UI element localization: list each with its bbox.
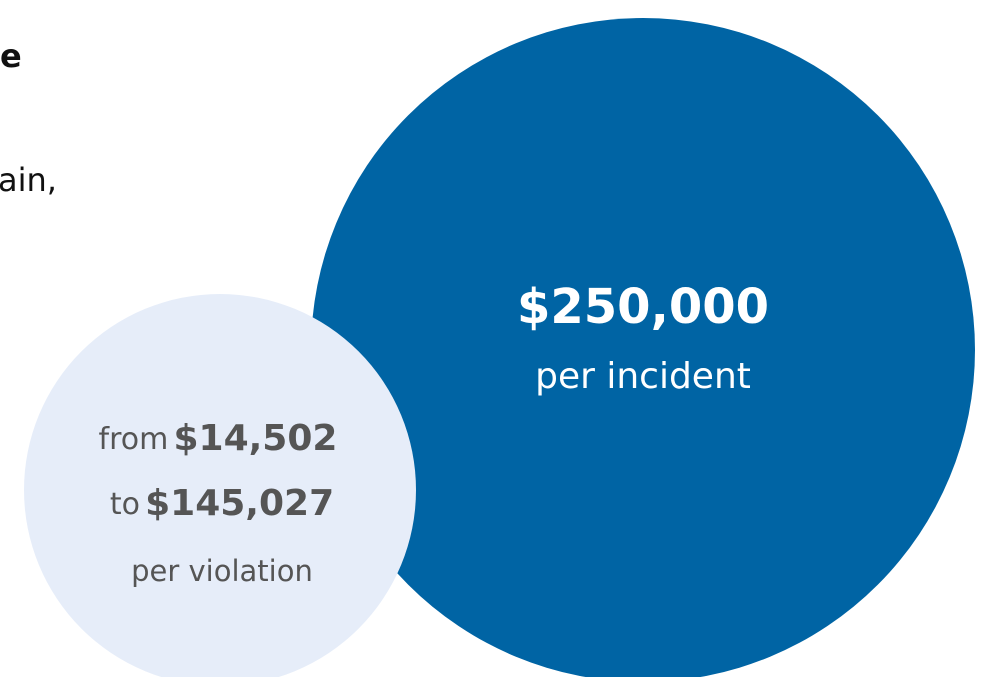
from-line: from $14,502 <box>99 418 338 459</box>
large-circle <box>311 18 975 677</box>
text-fragment: ain, <box>0 161 57 199</box>
from-word: from <box>99 422 169 457</box>
to-line: to $145,027 <box>110 483 334 524</box>
to-amount: $145,027 <box>145 483 334 524</box>
small-circle <box>24 294 416 677</box>
to-word: to <box>110 487 140 522</box>
from-amount: $14,502 <box>173 418 337 459</box>
heading-fragment: e <box>0 37 22 75</box>
small-unit: per violation <box>131 554 313 588</box>
large-amount: $250,000 <box>517 279 769 335</box>
large-unit: per incident <box>535 356 751 397</box>
